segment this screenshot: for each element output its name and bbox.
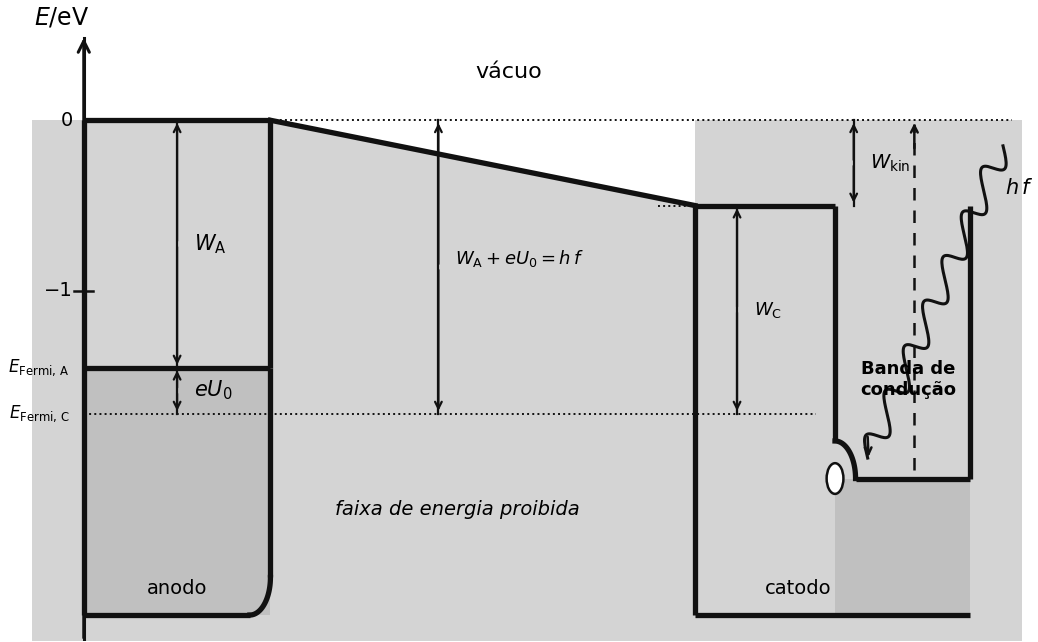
Polygon shape xyxy=(271,120,695,205)
Polygon shape xyxy=(695,205,835,615)
Text: $h\,f$: $h\,f$ xyxy=(1005,178,1034,198)
Bar xyxy=(32,10,1021,120)
Polygon shape xyxy=(835,478,971,615)
Text: $eU_0$: $eU_0$ xyxy=(194,379,233,403)
Text: $E$/eV: $E$/eV xyxy=(34,6,89,30)
Polygon shape xyxy=(835,205,971,478)
Text: $E_\mathrm{Fermi,\,C}$: $E_\mathrm{Fermi,\,C}$ xyxy=(8,403,70,424)
Polygon shape xyxy=(84,368,271,615)
Text: −1: −1 xyxy=(44,281,73,300)
Text: $W_\mathrm{A}$: $W_\mathrm{A}$ xyxy=(194,232,226,256)
Text: Banda de
condução: Banda de condução xyxy=(859,360,956,399)
Text: faixa de energia proibida: faixa de energia proibida xyxy=(334,499,579,519)
Polygon shape xyxy=(84,120,271,368)
Text: $E_\mathrm{Fermi,\,A}$: $E_\mathrm{Fermi,\,A}$ xyxy=(8,358,70,378)
Polygon shape xyxy=(271,120,695,615)
Text: 0: 0 xyxy=(60,111,73,130)
Text: anodo: anodo xyxy=(146,579,208,598)
Text: $W_\mathrm{C}$: $W_\mathrm{C}$ xyxy=(754,300,782,320)
Text: $W_\mathrm{kin}$: $W_\mathrm{kin}$ xyxy=(871,152,911,173)
Text: vácuo: vácuo xyxy=(475,62,542,82)
Circle shape xyxy=(826,463,844,494)
Text: $W_\mathrm{A}+eU_0= h\,f$: $W_\mathrm{A}+eU_0= h\,f$ xyxy=(456,248,584,269)
Text: catodo: catodo xyxy=(764,579,831,598)
